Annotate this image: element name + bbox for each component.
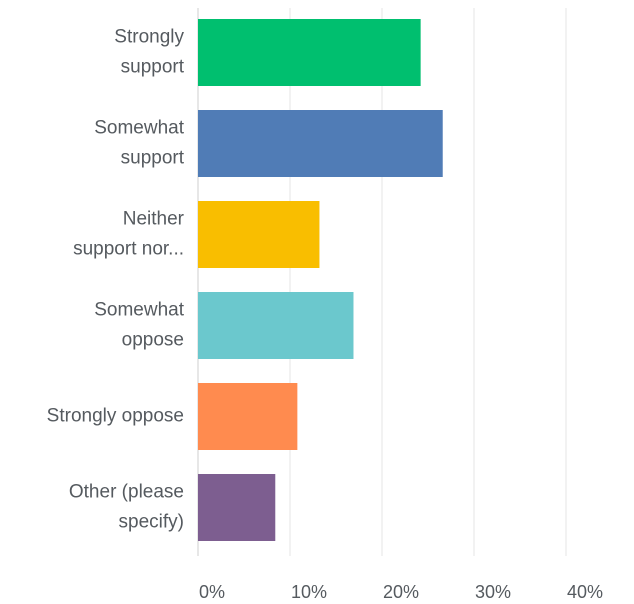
category-label: Other (please xyxy=(69,482,184,503)
x-tick-labels: 0% 10% 20% 30% 40% xyxy=(199,582,603,602)
x-tick-label: 0% xyxy=(199,582,225,602)
bar[interactable] xyxy=(198,19,421,86)
category-label: Strongly oppose xyxy=(47,406,184,427)
category-label: Neither xyxy=(123,209,185,230)
bar[interactable] xyxy=(198,474,276,541)
bar[interactable] xyxy=(198,292,354,359)
category-label: oppose xyxy=(122,330,184,351)
category-label: support xyxy=(121,148,185,169)
bar[interactable] xyxy=(198,383,298,450)
x-tick-label: 20% xyxy=(383,582,419,602)
category-label: Somewhat xyxy=(94,118,184,139)
bar[interactable] xyxy=(198,201,320,268)
category-label: support nor... xyxy=(73,239,184,260)
x-tick-label: 30% xyxy=(475,582,511,602)
bars xyxy=(198,19,443,541)
x-tick-label: 40% xyxy=(567,582,603,602)
category-label: Strongly xyxy=(114,27,184,48)
category-label: specify) xyxy=(119,512,184,533)
category-label: support xyxy=(121,57,185,78)
x-tick-label: 10% xyxy=(291,582,327,602)
gridlines xyxy=(197,8,567,556)
category-labels: Strongly support Somewhat support Neither sup… xyxy=(47,27,185,533)
bar[interactable] xyxy=(198,110,443,177)
category-label: Somewhat xyxy=(94,300,184,321)
